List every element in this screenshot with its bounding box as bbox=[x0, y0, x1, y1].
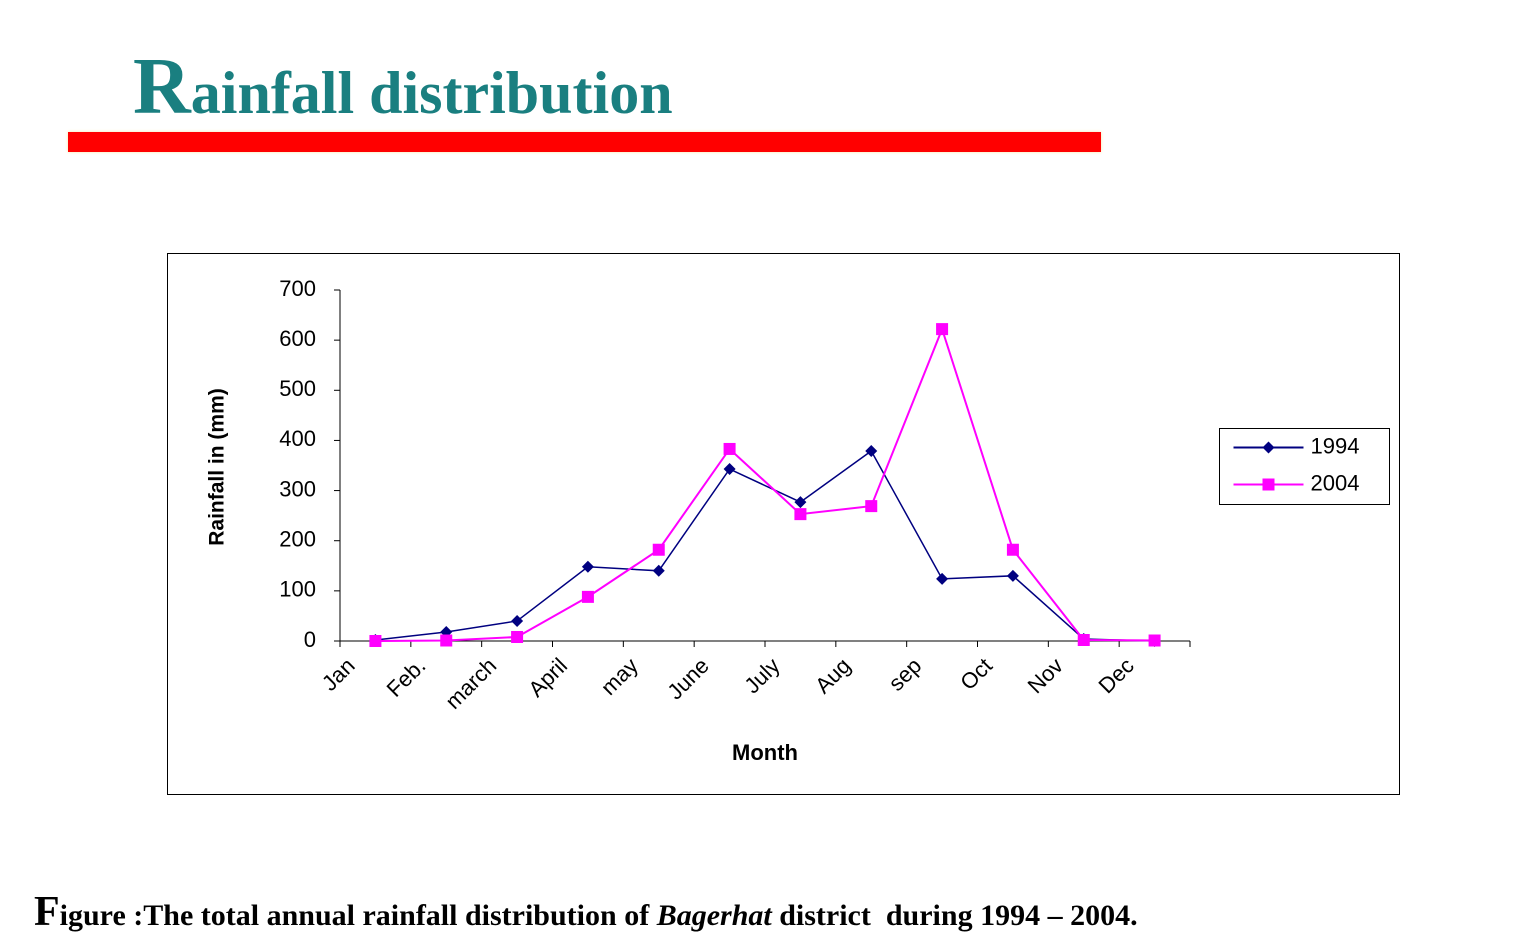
data-point bbox=[865, 444, 878, 457]
data-point bbox=[936, 572, 949, 585]
y-tick-label: 600 bbox=[279, 326, 316, 351]
x-tick-label: June bbox=[662, 653, 713, 704]
x-tick-label: may bbox=[596, 653, 643, 700]
legend-box bbox=[1219, 428, 1390, 505]
y-tick-label: 200 bbox=[279, 527, 316, 552]
data-point bbox=[936, 323, 949, 336]
slide-title: Rainfall distribution bbox=[133, 43, 673, 131]
data-point bbox=[794, 508, 807, 521]
x-tick-label: Aug bbox=[810, 653, 855, 698]
data-point bbox=[511, 630, 524, 643]
caption-italic: Bagerhat bbox=[656, 899, 772, 932]
data-point bbox=[581, 560, 594, 573]
x-axis-label: Month bbox=[732, 740, 798, 765]
legend-marker bbox=[1262, 441, 1275, 454]
data-point bbox=[1006, 543, 1019, 556]
data-point bbox=[652, 564, 665, 577]
caption-end: district during 1994 – 2004. bbox=[771, 899, 1138, 932]
x-tick-label: April bbox=[523, 653, 572, 702]
y-axis-label: Rainfall in (mm) bbox=[206, 388, 229, 546]
data-point bbox=[723, 442, 736, 455]
data-point bbox=[1006, 569, 1019, 582]
chart-frame bbox=[167, 253, 1400, 795]
x-tick-label: Oct bbox=[955, 653, 997, 695]
title-rule bbox=[68, 132, 1101, 152]
series-line bbox=[375, 449, 1155, 642]
data-point bbox=[511, 614, 524, 627]
data-point bbox=[581, 590, 594, 603]
y-tick-label: 100 bbox=[279, 577, 316, 602]
caption-lead: Figure : bbox=[34, 889, 144, 935]
legend-label: 2004 bbox=[1311, 470, 1360, 495]
y-tick-label: 0 bbox=[304, 627, 316, 652]
data-point bbox=[1148, 634, 1161, 647]
data-point bbox=[723, 463, 736, 476]
series-line bbox=[375, 326, 1155, 642]
y-tick-label: 300 bbox=[279, 476, 316, 501]
y-tick-label: 400 bbox=[279, 426, 316, 451]
legend-marker bbox=[1262, 478, 1275, 491]
data-point bbox=[652, 543, 665, 556]
caption-text: The total annual rainfall distribution o… bbox=[143, 899, 657, 932]
x-tick-label: Dec bbox=[1093, 653, 1138, 698]
data-point bbox=[865, 500, 878, 513]
x-tick-label: Nov bbox=[1023, 653, 1068, 698]
data-point bbox=[369, 635, 382, 647]
data-point bbox=[440, 634, 453, 647]
x-tick-label: Jan bbox=[317, 653, 360, 696]
x-tick-label: sep bbox=[884, 653, 927, 696]
figure-caption: Figure :The total annual rainfall distri… bbox=[34, 888, 1138, 936]
x-tick-label: Feb. bbox=[382, 653, 431, 702]
x-tick-label: march bbox=[440, 653, 501, 714]
y-tick-label: 500 bbox=[279, 376, 316, 401]
legend-label: 1994 bbox=[1311, 433, 1360, 458]
x-tick-label: July bbox=[739, 653, 784, 698]
data-point bbox=[794, 496, 807, 509]
data-point bbox=[1077, 633, 1090, 646]
y-tick-label: 700 bbox=[279, 276, 316, 301]
